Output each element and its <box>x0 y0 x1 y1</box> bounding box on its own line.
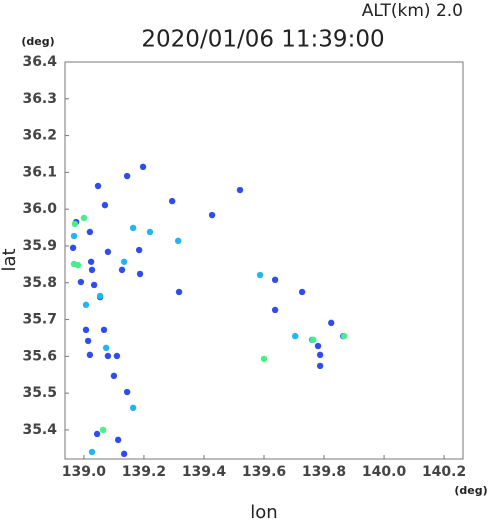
x-tick-label: 139.2 <box>122 464 166 480</box>
y-tick-label: 35.5 <box>22 385 57 401</box>
chart-title: 2020/01/06 11:39:00 <box>141 27 384 53</box>
echo-point <box>146 228 154 236</box>
echo-point <box>104 248 112 256</box>
echo-point <box>101 201 109 209</box>
y-unit: (deg) <box>21 35 54 48</box>
echo-point <box>110 372 118 380</box>
y-tick-label: 35.4 <box>22 422 57 438</box>
echo-point <box>118 266 126 274</box>
y-tick-label: 35.9 <box>22 238 57 254</box>
echo-point <box>271 306 279 314</box>
echo-point <box>93 430 101 438</box>
echo-point <box>113 352 121 360</box>
echo-point <box>292 332 299 340</box>
echo-point <box>104 352 112 360</box>
echo-point <box>129 224 137 232</box>
echo-point <box>260 355 268 363</box>
y-tick-label: 35.8 <box>22 275 57 291</box>
x-tick-label: 140.0 <box>362 464 407 480</box>
echo-point <box>88 266 96 274</box>
echo-point <box>71 220 79 228</box>
echo-point <box>168 197 176 205</box>
x-unit: (deg) <box>454 484 487 497</box>
y-tick-label: 36.0 <box>22 201 57 217</box>
echo-point <box>82 326 90 334</box>
x-tick-label: 139.4 <box>182 464 227 480</box>
y-tick-label: 36.2 <box>22 128 57 144</box>
x-tick-label: 139.6 <box>242 464 286 480</box>
echo-point <box>77 278 85 286</box>
echo-point <box>310 336 317 343</box>
echo-point <box>208 211 216 219</box>
echo-point <box>139 163 147 171</box>
echo-point <box>87 258 95 265</box>
x-tick-label: 139.0 <box>62 464 107 480</box>
echo-point <box>236 186 244 194</box>
echo-point <box>175 288 183 296</box>
echo-point <box>102 344 110 352</box>
echo-point <box>256 271 264 279</box>
echo-point <box>114 436 122 444</box>
y-tick-label: 36.3 <box>22 91 57 107</box>
echo-point <box>69 244 77 252</box>
y-tick-label: 36.1 <box>22 164 57 180</box>
echo-point <box>99 426 107 434</box>
y-tick-label: 35.7 <box>22 312 57 328</box>
echo-point <box>136 270 144 278</box>
echo-point <box>123 388 131 396</box>
echo-point <box>100 326 108 334</box>
echo-point <box>86 351 94 359</box>
echo-point <box>74 261 82 269</box>
echo-point <box>123 172 131 180</box>
echo-point <box>80 214 88 222</box>
echo-point <box>298 288 306 296</box>
echo-point <box>120 450 128 458</box>
x-axis-label: lon <box>250 502 277 521</box>
echo-point <box>135 246 143 254</box>
echo-point <box>271 276 279 284</box>
echo-point <box>90 281 98 289</box>
echo-point <box>88 448 96 456</box>
echo-point <box>129 404 137 412</box>
echo-point <box>82 301 90 309</box>
subtitle: ALT(km) 2.0 <box>362 1 463 21</box>
echo-point <box>340 332 348 340</box>
echo-point <box>94 182 102 190</box>
echo-point <box>174 237 182 245</box>
echo-point <box>96 292 104 300</box>
x-tick-label: 139.8 <box>302 464 346 480</box>
echo-point <box>84 337 92 345</box>
x-tick-label: 140.2 <box>422 464 466 480</box>
echo-point <box>120 258 128 265</box>
echo-point <box>86 228 94 236</box>
echo-point <box>70 232 78 240</box>
echo-point <box>328 319 335 327</box>
echo-point <box>314 342 322 350</box>
echo-point <box>316 351 324 359</box>
y-tick-label: 35.6 <box>22 348 57 364</box>
y-tick-label: 36.4 <box>22 54 57 70</box>
echo-point <box>316 362 324 370</box>
y-axis-label: lat <box>0 248 20 271</box>
